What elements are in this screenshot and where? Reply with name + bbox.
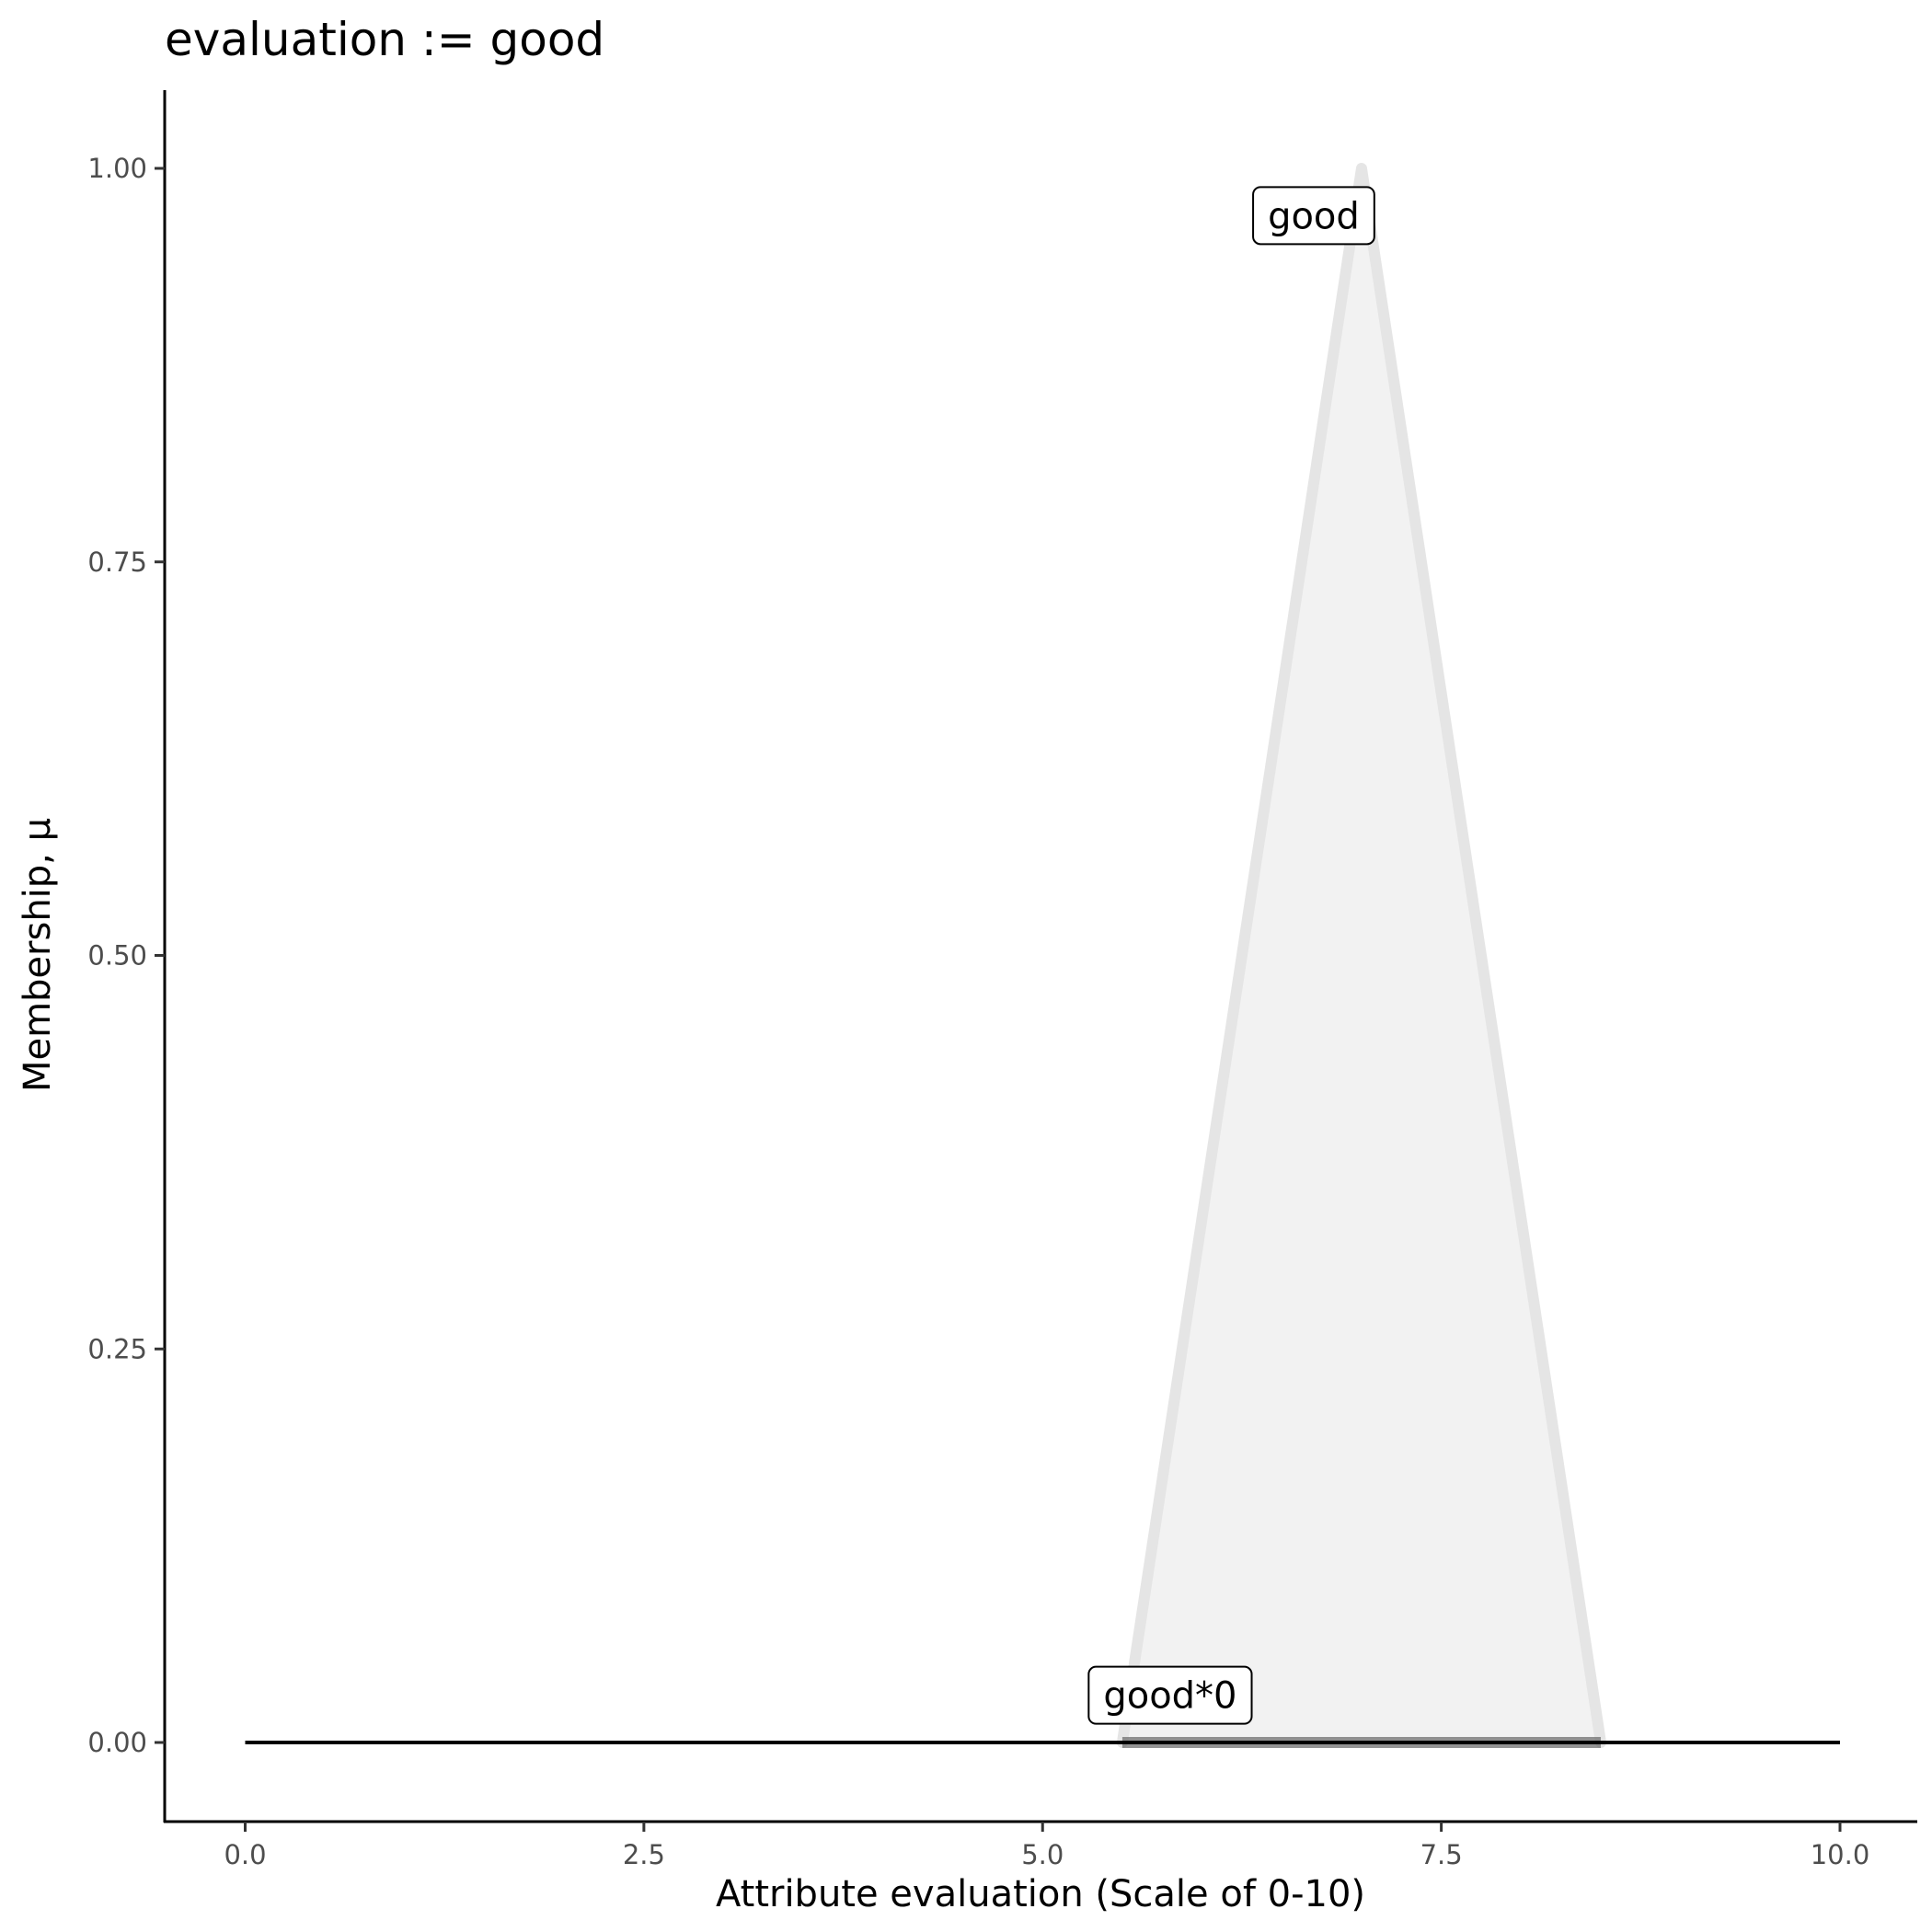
annotation-box (1252, 186, 1375, 246)
annotation-box (1087, 1665, 1253, 1725)
y-axis-label: Membership, μ (17, 818, 59, 1092)
x-tick-label: 7.5 (1420, 1839, 1463, 1870)
y-tick-label: 0.50 (87, 940, 147, 972)
annotation-label: good*0 (1087, 1665, 1253, 1725)
y-tick-label: 0.00 (87, 1727, 147, 1758)
annotation-label: good (1252, 186, 1375, 246)
y-tick-label: 0.75 (87, 546, 147, 578)
x-axis-label: Attribute evaluation (Scale of 0-10) (716, 1873, 1365, 1915)
good-membership-area (1121, 168, 1601, 1742)
x-tick-label: 5.0 (1021, 1839, 1064, 1870)
x-tick-label: 0.0 (224, 1839, 266, 1870)
annotation-text: good (1268, 195, 1360, 237)
chart-title: evaluation := good (165, 13, 604, 66)
good-membership-line (1116, 163, 1606, 1748)
y-tick-label: 0.25 (87, 1333, 147, 1364)
x-tick-label: 2.5 (623, 1839, 665, 1870)
x-tick-label: 10.0 (1811, 1839, 1870, 1870)
y-tick-label: 1.00 (87, 153, 147, 184)
annotation-text: good*0 (1103, 1675, 1236, 1718)
